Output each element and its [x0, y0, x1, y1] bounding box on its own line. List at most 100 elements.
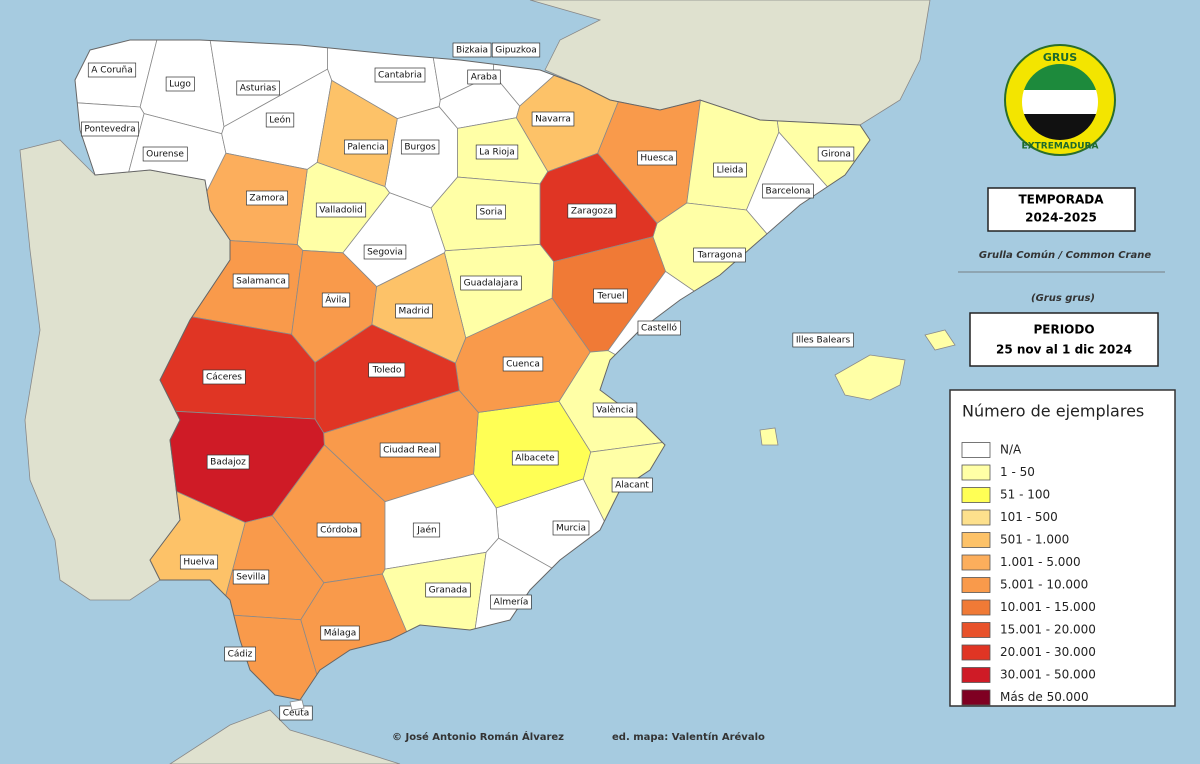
- label-box: [142, 146, 188, 162]
- legend-label: 15.001 - 20.000: [1000, 623, 1096, 637]
- province-label: Zaragoza: [571, 207, 613, 217]
- legend-swatch: [961, 554, 991, 571]
- province-label: Lleida: [717, 166, 744, 176]
- province-label: Asturias: [240, 84, 277, 94]
- period-line: PERIODO: [1033, 323, 1094, 337]
- province: [924, 329, 956, 351]
- province-label: Girona: [821, 150, 851, 160]
- label-box: [344, 139, 388, 155]
- province-label: Badajoz: [210, 458, 246, 468]
- label-box: [762, 183, 814, 199]
- province-label: Huesca: [640, 154, 673, 164]
- province-label: Valladolid: [319, 206, 362, 216]
- legend-label: 30.001 - 50.000: [1000, 668, 1096, 682]
- province-label: A Coruña: [91, 66, 132, 76]
- label-box: [460, 275, 522, 291]
- label-box: [611, 477, 653, 493]
- credit: © José Antonio Román Álvarez: [392, 730, 564, 743]
- label-box: [368, 362, 406, 378]
- legend-swatch: [961, 442, 991, 458]
- province-labels: A Coruña Lugo Asturias Cantabria Bizkaia Gipu…: [81, 42, 855, 721]
- label-box: [202, 369, 246, 385]
- legend-label: 101 - 500: [1000, 510, 1058, 524]
- province-label: Granada: [429, 586, 468, 596]
- label-box: [531, 111, 575, 127]
- legend-label: 10.001 - 15.000: [1000, 600, 1096, 614]
- province-label: Araba: [471, 73, 498, 83]
- label-box: [224, 646, 256, 662]
- period-box: [969, 312, 1159, 367]
- province-label: Burgos: [404, 143, 436, 153]
- label-box: [412, 522, 441, 538]
- logo-top: GRUS: [1043, 51, 1077, 64]
- legend-swatch: [961, 532, 991, 548]
- province: [759, 427, 779, 446]
- province-label: Segovia: [367, 248, 403, 258]
- province-label: Cantabria: [378, 71, 422, 81]
- province-label: Cádiz: [228, 650, 253, 660]
- province-label: La Rioja: [479, 148, 515, 158]
- legend-swatch: [961, 689, 991, 706]
- province-label: Sevilla: [236, 573, 266, 583]
- label-box: [379, 442, 441, 458]
- legend-label: 501 - 1.000: [1000, 533, 1069, 547]
- province-label: Jaén: [416, 525, 436, 536]
- province-label: Illes Balears: [796, 336, 851, 346]
- label-box: [475, 144, 519, 160]
- legend-swatch: [961, 622, 991, 638]
- label-box: [374, 67, 426, 83]
- label-box: [467, 69, 501, 85]
- legend-label: 1 - 50: [1000, 465, 1035, 479]
- label-box: [502, 356, 544, 372]
- legend-swatch: [961, 509, 991, 526]
- label-box: [593, 288, 628, 304]
- label-box: [552, 520, 590, 536]
- label-box: [693, 247, 746, 263]
- legend-swatch: [961, 577, 991, 593]
- legend-swatch: [961, 644, 991, 661]
- label-box: [179, 554, 219, 570]
- label-box: [637, 320, 681, 336]
- province-label: Ourense: [146, 150, 184, 160]
- label-box: [315, 202, 367, 218]
- province-label: Huelva: [183, 558, 214, 568]
- season-line: 2024-2025: [1025, 211, 1097, 225]
- province-label: Ciudad Real: [383, 446, 437, 456]
- province-label: València: [596, 405, 634, 416]
- province-label: Cáceres: [206, 373, 242, 383]
- species: Grulla Común / Common Crane: [979, 249, 1151, 261]
- label-box: [637, 150, 677, 166]
- label-box: [713, 162, 747, 178]
- label-box: [232, 273, 290, 289]
- label-box: [395, 303, 433, 319]
- province-label: León: [269, 115, 291, 126]
- legend-label: Más de 50.000: [1000, 690, 1089, 704]
- province-label: Almería: [494, 598, 529, 608]
- province-label: Cuenca: [506, 360, 540, 370]
- province-label: Madrid: [399, 307, 430, 317]
- label-box: [592, 402, 638, 418]
- province-label: Málaga: [324, 629, 357, 639]
- province-label: Alacant: [615, 481, 649, 491]
- label-box: [817, 146, 855, 162]
- logo-bottom: EXTREMADURA: [1022, 142, 1099, 152]
- province-label: Zamora: [249, 194, 284, 204]
- province-label: Gipuzkoa: [495, 46, 537, 56]
- label-box: [87, 62, 137, 78]
- label-box: [490, 594, 532, 610]
- province-label: Palencia: [347, 143, 384, 153]
- label-box: [567, 203, 617, 219]
- province-label: Bizkaia: [456, 46, 488, 56]
- legend-label: 1.001 - 5.000: [1000, 555, 1081, 569]
- legend-swatch: [961, 487, 991, 503]
- label-box: [400, 139, 440, 155]
- label-box: [320, 625, 360, 641]
- province-label: Tarragona: [697, 251, 743, 261]
- label-box: [792, 332, 854, 348]
- province: [289, 699, 305, 711]
- africa: [169, 709, 401, 764]
- label-box: [491, 42, 541, 58]
- legend-label: 20.001 - 30.000: [1000, 645, 1096, 659]
- label-box: [363, 244, 407, 260]
- logo: GRUS EXTREMADURA: [1004, 44, 1116, 156]
